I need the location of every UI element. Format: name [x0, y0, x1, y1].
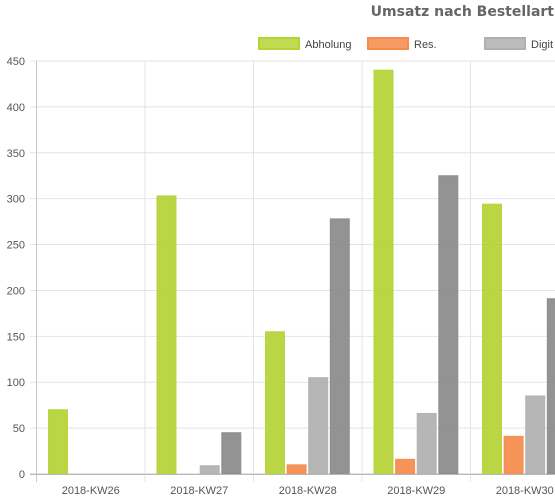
y-tick-label: 150: [7, 331, 25, 343]
bar[interactable]: [395, 458, 416, 475]
y-tick-label: 400: [7, 102, 25, 114]
bar[interactable]: [221, 432, 242, 475]
chart-title: Umsatz nach Bestellart: [371, 4, 555, 20]
x-tick-label: 2018-KW26: [62, 485, 120, 497]
legend-swatch[interactable]: [367, 37, 409, 50]
bar[interactable]: [308, 377, 329, 475]
x-tick-label: 2018-KW30: [496, 485, 554, 497]
y-tick-label: 100: [7, 377, 25, 389]
gridlines: [30, 60, 555, 482]
bar[interactable]: [265, 331, 285, 475]
y-tick-label: 250: [7, 240, 25, 252]
bar[interactable]: [546, 298, 555, 475]
legend-label[interactable]: Res.: [414, 39, 437, 51]
bar[interactable]: [482, 203, 502, 475]
bar[interactable]: [373, 69, 394, 475]
y-axis-ticks: 0 50 100 150 200 250 300 350 400 450: [7, 56, 25, 481]
x-tick-label: 2018-KW28: [279, 485, 337, 497]
y-tick-label: 0: [19, 469, 25, 481]
x-axis-ticks: 2018-KW26 2018-KW27 2018-KW28 2018-KW29 2018…: [62, 485, 554, 497]
y-tick-label: 450: [7, 56, 25, 68]
bars: [48, 69, 555, 475]
bar[interactable]: [525, 395, 546, 475]
bar[interactable]: [438, 175, 459, 475]
bar[interactable]: [503, 435, 524, 475]
bar[interactable]: [48, 409, 68, 475]
legend-swatch[interactable]: [258, 37, 300, 50]
y-tick-label: 300: [7, 194, 25, 206]
y-tick-label: 200: [7, 285, 25, 297]
bar[interactable]: [156, 195, 177, 475]
y-tick-label: 350: [7, 148, 25, 160]
bar[interactable]: [329, 218, 350, 475]
legend: Abholung Res. Digit: [258, 37, 553, 51]
legend-label[interactable]: Abholung: [305, 39, 352, 51]
bar[interactable]: [199, 465, 220, 475]
y-tick-label: 50: [13, 423, 25, 435]
bar[interactable]: [286, 464, 307, 475]
legend-swatch[interactable]: [484, 37, 526, 50]
legend-label[interactable]: Digit: [531, 39, 553, 51]
x-tick-label: 2018-KW27: [170, 485, 228, 497]
x-tick-label: 2018-KW29: [387, 485, 445, 497]
bar[interactable]: [416, 412, 437, 475]
